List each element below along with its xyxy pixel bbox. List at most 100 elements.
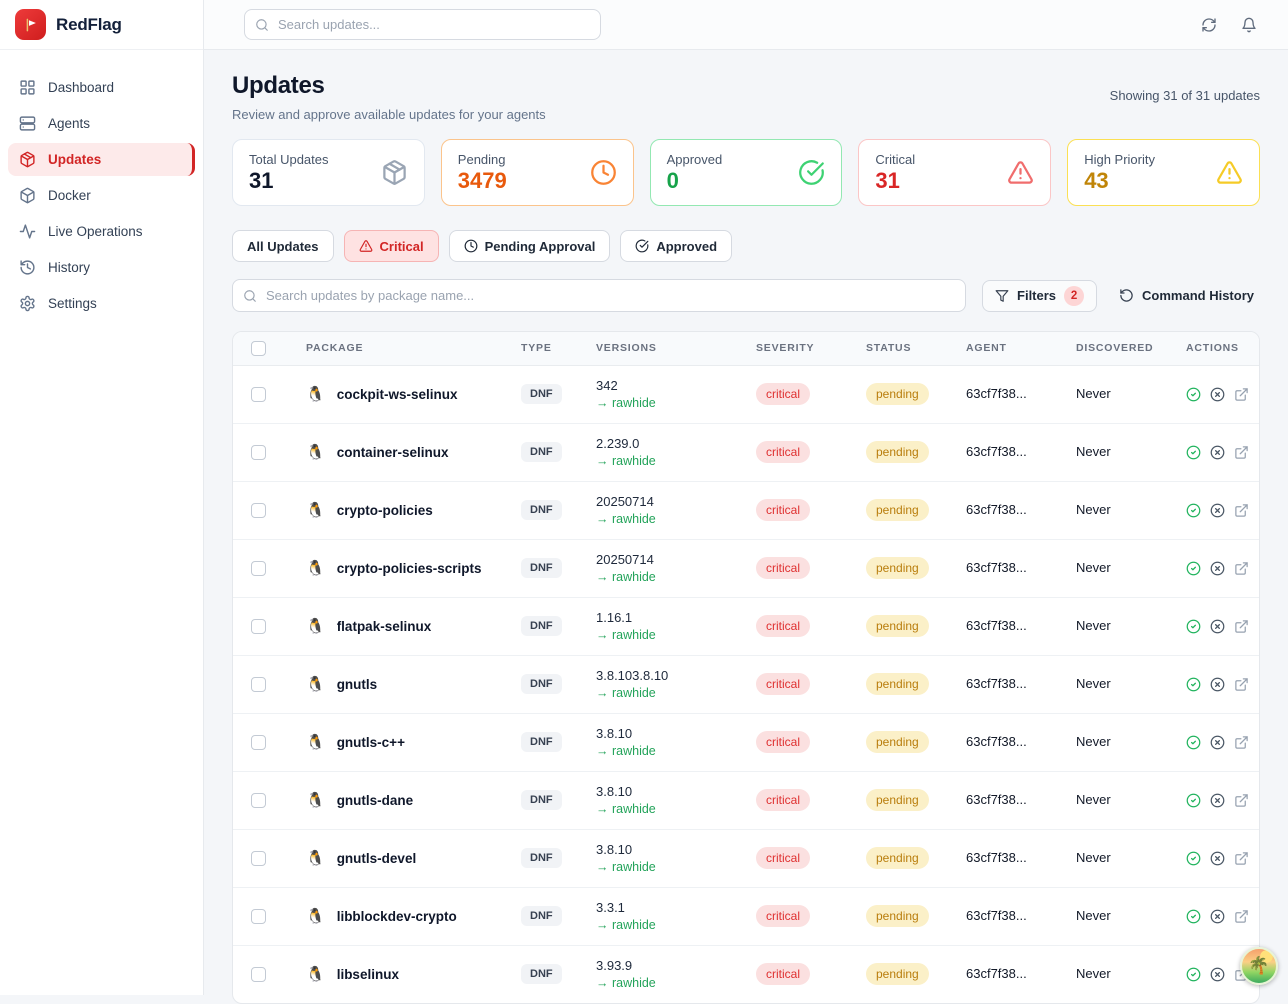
tab-all-updates[interactable]: All Updates bbox=[232, 230, 334, 262]
sidebar-item-live-operations[interactable]: Live Operations bbox=[8, 215, 195, 248]
package-name: flatpak-selinux bbox=[337, 619, 432, 634]
linux-penguin-icon: 🐧 bbox=[306, 561, 325, 576]
approve-button[interactable] bbox=[1186, 503, 1201, 518]
row-checkbox[interactable] bbox=[251, 851, 266, 866]
approve-button[interactable] bbox=[1186, 619, 1201, 634]
row-checkbox[interactable] bbox=[251, 967, 266, 982]
external-link-button[interactable] bbox=[1234, 909, 1249, 924]
sidebar-item-history[interactable]: History bbox=[8, 251, 195, 284]
status-badge: pending bbox=[866, 499, 929, 521]
reject-button[interactable] bbox=[1210, 503, 1225, 518]
stat-label: High Priority bbox=[1084, 152, 1155, 167]
filters-count-badge: 2 bbox=[1064, 286, 1084, 306]
approve-button[interactable] bbox=[1186, 967, 1201, 982]
sidebar-item-label: History bbox=[48, 260, 90, 275]
package-search bbox=[232, 279, 966, 312]
row-checkbox[interactable] bbox=[251, 909, 266, 924]
approve-button[interactable] bbox=[1186, 909, 1201, 924]
tropical-island-icon: 🌴 bbox=[1248, 956, 1269, 976]
reject-button[interactable] bbox=[1210, 793, 1225, 808]
alert-triangle-icon bbox=[359, 239, 373, 253]
table-row: 🐧 gnutls DNF 3.8.103.8.10 → rawhide crit… bbox=[233, 655, 1259, 713]
column-header-status: STATUS bbox=[856, 332, 956, 365]
tab-critical[interactable]: Critical bbox=[344, 230, 439, 262]
external-link-button[interactable] bbox=[1234, 503, 1249, 518]
reject-button[interactable] bbox=[1210, 851, 1225, 866]
type-badge: DNF bbox=[521, 790, 562, 810]
row-checkbox[interactable] bbox=[251, 503, 266, 518]
circle-x-icon bbox=[1210, 561, 1225, 576]
tab-approved[interactable]: Approved bbox=[620, 230, 732, 262]
approve-button[interactable] bbox=[1186, 851, 1201, 866]
reject-button[interactable] bbox=[1210, 445, 1225, 460]
version-target: → rawhide bbox=[596, 396, 746, 410]
activity-icon bbox=[19, 223, 36, 240]
refresh-button[interactable] bbox=[1201, 17, 1217, 33]
severity-badge: critical bbox=[756, 789, 810, 811]
agent-id: 63cf7f38... bbox=[966, 734, 1027, 749]
sidebar-item-agents[interactable]: Agents bbox=[8, 107, 195, 140]
approve-button[interactable] bbox=[1186, 445, 1201, 460]
linux-penguin-icon: 🐧 bbox=[306, 619, 325, 634]
approve-button[interactable] bbox=[1186, 677, 1201, 692]
version-target: → rawhide bbox=[596, 512, 746, 526]
discovered-value: Never bbox=[1076, 444, 1111, 459]
filters-button[interactable]: Filters 2 bbox=[982, 280, 1097, 312]
type-badge: DNF bbox=[521, 384, 562, 404]
sidebar-item-settings[interactable]: Settings bbox=[8, 287, 195, 320]
stat-card-critical: Critical 31 bbox=[858, 139, 1051, 206]
tab-pending-approval[interactable]: Pending Approval bbox=[449, 230, 611, 262]
version-current: 3.8.103.8.10 bbox=[596, 668, 746, 683]
external-link-button[interactable] bbox=[1234, 387, 1249, 402]
table-row: 🐧 libblockdev-crypto DNF 3.3.1 → rawhide… bbox=[233, 887, 1259, 945]
command-history-button[interactable]: Command History bbox=[1113, 288, 1260, 303]
notifications-button[interactable] bbox=[1241, 17, 1257, 33]
external-link-button[interactable] bbox=[1234, 735, 1249, 750]
reject-button[interactable] bbox=[1210, 561, 1225, 576]
row-checkbox[interactable] bbox=[251, 735, 266, 750]
reject-button[interactable] bbox=[1210, 735, 1225, 750]
package-search-input[interactable] bbox=[232, 279, 966, 312]
discovered-value: Never bbox=[1076, 502, 1111, 517]
status-badge: pending bbox=[866, 847, 929, 869]
severity-badge: critical bbox=[756, 847, 810, 869]
row-checkbox[interactable] bbox=[251, 445, 266, 460]
version-current: 1.16.1 bbox=[596, 610, 746, 625]
sidebar-item-dashboard[interactable]: Dashboard bbox=[8, 71, 195, 104]
external-link-button[interactable] bbox=[1234, 619, 1249, 634]
row-checkbox[interactable] bbox=[251, 793, 266, 808]
select-all-checkbox[interactable] bbox=[251, 341, 266, 356]
package-name: crypto-policies-scripts bbox=[337, 561, 482, 576]
external-link-button[interactable] bbox=[1234, 445, 1249, 460]
reject-button[interactable] bbox=[1210, 619, 1225, 634]
tropical-island-overlay-button[interactable]: 🌴 bbox=[1240, 947, 1278, 985]
approve-button[interactable] bbox=[1186, 793, 1201, 808]
approve-button[interactable] bbox=[1186, 561, 1201, 576]
circle-x-icon bbox=[1210, 445, 1225, 460]
global-search-input[interactable] bbox=[244, 9, 601, 40]
circle-check-icon bbox=[1186, 503, 1201, 518]
status-badge: pending bbox=[866, 789, 929, 811]
sidebar-item-updates[interactable]: Updates bbox=[8, 143, 195, 176]
external-link-button[interactable] bbox=[1234, 793, 1249, 808]
reject-button[interactable] bbox=[1210, 677, 1225, 692]
row-checkbox[interactable] bbox=[251, 619, 266, 634]
type-badge: DNF bbox=[521, 732, 562, 752]
approve-button[interactable] bbox=[1186, 387, 1201, 402]
sidebar-item-docker[interactable]: Docker bbox=[8, 179, 195, 212]
discovered-value: Never bbox=[1076, 850, 1111, 865]
reject-button[interactable] bbox=[1210, 387, 1225, 402]
external-link-button[interactable] bbox=[1234, 561, 1249, 576]
stat-label: Total Updates bbox=[249, 152, 329, 167]
approve-button[interactable] bbox=[1186, 735, 1201, 750]
reject-button[interactable] bbox=[1210, 909, 1225, 924]
filters-label: Filters bbox=[1017, 288, 1056, 303]
row-checkbox[interactable] bbox=[251, 677, 266, 692]
package-icon bbox=[381, 159, 408, 186]
external-link-button[interactable] bbox=[1234, 677, 1249, 692]
row-checkbox[interactable] bbox=[251, 561, 266, 576]
row-checkbox[interactable] bbox=[251, 387, 266, 402]
reject-button[interactable] bbox=[1210, 967, 1225, 982]
external-link-button[interactable] bbox=[1234, 851, 1249, 866]
